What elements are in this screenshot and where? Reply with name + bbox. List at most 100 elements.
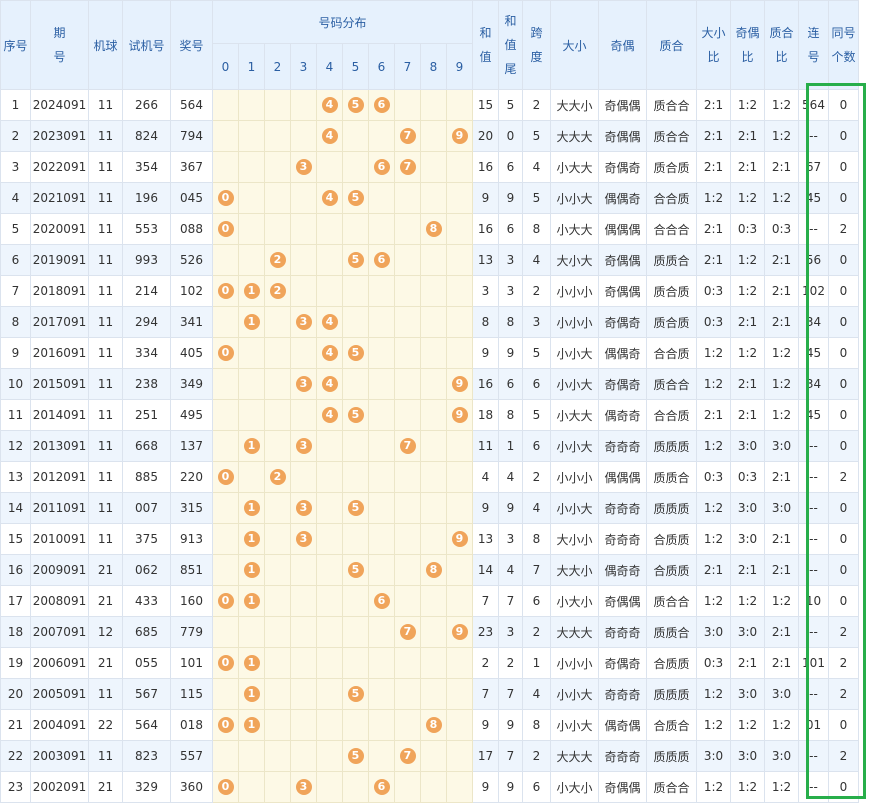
number-ball: 1 — [243, 314, 260, 330]
sum-cell: 13 — [472, 523, 499, 555]
prime-composite-cell: 质合合 — [646, 89, 697, 121]
table-row: 15 2010091 11 375 913 1 3 9 13 3 8 大小小 奇奇奇 合质质 1:2 3:0 2… — [0, 523, 859, 555]
odd-even-cell: 奇奇奇 — [598, 430, 647, 462]
distribution-cell-1: 1 — [238, 554, 265, 586]
odd-even-ratio-cell: 2:1 — [730, 368, 765, 400]
distribution-cell-3 — [290, 182, 317, 214]
period-cell: 2018091 — [30, 275, 89, 307]
span-cell: 8 — [522, 709, 551, 741]
distribution-cell-5: 5 — [342, 678, 369, 710]
span-cell: 6 — [522, 368, 551, 400]
prime-composite-ratio-cell: 0:3 — [764, 213, 799, 245]
distribution-cell-6 — [368, 430, 395, 462]
number-ball: 0 — [217, 345, 234, 361]
table-row: 6 2019091 11 993 526 2 5 6 13 3 4 大小大 奇偶偶 质质合 2:1 1:2 2:… — [0, 244, 859, 276]
distribution-cell-1: 1 — [238, 523, 265, 555]
digit-header-5: 5 — [342, 43, 369, 90]
big-small-cell: 小大小 — [550, 585, 599, 617]
test-number-cell: 294 — [122, 306, 171, 338]
period-cell: 2009091 — [30, 554, 89, 586]
distribution-cell-5 — [342, 709, 369, 741]
number-ball: 5 — [347, 97, 364, 113]
distribution-cell-8 — [420, 151, 447, 183]
distribution-cell-0 — [212, 492, 239, 524]
same-count-cell: 0 — [828, 771, 859, 803]
prime-composite-cell: 质质质 — [646, 678, 697, 710]
sum-tail-cell: 1 — [498, 430, 523, 462]
period-header[interactable]: 期 号 排序 — [30, 0, 89, 90]
distribution-cell-9 — [446, 244, 473, 276]
big-small-cell: 小小小 — [550, 275, 599, 307]
row-index: 5 — [0, 213, 31, 245]
number-ball: 1 — [243, 717, 260, 733]
distribution-cell-2 — [264, 523, 291, 555]
big-small-cell: 小小大 — [550, 430, 599, 462]
distribution-cell-2 — [264, 709, 291, 741]
distribution-cell-1 — [238, 368, 265, 400]
consecutive-cell: 45 — [798, 399, 829, 431]
span-cell: 4 — [522, 244, 551, 276]
span-cell: 2 — [522, 275, 551, 307]
prime-composite-cell: 合合质 — [646, 337, 697, 369]
table-row: 12 2013091 11 668 137 1 3 7 11 1 6 小小大 奇奇奇 质质质 1:2 3:0 3… — [0, 430, 859, 462]
prize-number-cell: 088 — [170, 213, 213, 245]
table-body: 1 2024091 11 266 564 4 5 6 15 5 2 大大小 奇偶偶 质合合 2:1 1:2 1:… — [0, 89, 859, 803]
row-index: 21 — [0, 709, 31, 741]
table-row: 14 2011091 11 007 315 1 3 5 9 9 4 小小大 奇奇奇 质质质 1:2 3:0 3:… — [0, 492, 859, 524]
distribution-cell-6: 6 — [368, 151, 395, 183]
odd-even-cell: 奇偶偶 — [598, 771, 647, 803]
distribution-cell-7 — [394, 554, 421, 586]
test-number-cell: 238 — [122, 368, 171, 400]
same-count-cell: 2 — [828, 740, 859, 772]
big-small-cell: 小小大 — [550, 709, 599, 741]
sum-tail-header-bottom: 尾 — [504, 62, 517, 76]
prime-composite-cell: 质合合 — [646, 368, 697, 400]
distribution-cell-7 — [394, 678, 421, 710]
sum-cell: 13 — [472, 244, 499, 276]
distribution-cell-7 — [394, 585, 421, 617]
number-ball: 5 — [347, 748, 364, 764]
distribution-cell-3: 3 — [290, 430, 317, 462]
distribution-cell-9 — [446, 678, 473, 710]
distribution-cell-5: 5 — [342, 244, 369, 276]
prize-number-cell: 564 — [170, 89, 213, 121]
consecutive-cell: 01 — [798, 709, 829, 741]
prize-number-cell: 101 — [170, 647, 213, 679]
machine-cell: 11 — [88, 492, 123, 524]
distribution-cell-4 — [316, 616, 343, 648]
span-cell: 6 — [522, 430, 551, 462]
row-index: 4 — [0, 182, 31, 214]
big-small-ratio-cell: 1:2 — [696, 492, 731, 524]
distribution-cell-6 — [368, 213, 395, 245]
distribution-cell-5: 5 — [342, 740, 369, 772]
distribution-cell-4 — [316, 430, 343, 462]
distribution-cell-8 — [420, 492, 447, 524]
sum-tail-cell: 7 — [498, 740, 523, 772]
prime-composite-ratio-cell: 1:2 — [764, 399, 799, 431]
sum-cell: 20 — [472, 120, 499, 152]
prize-number-cell: 779 — [170, 616, 213, 648]
distribution-cell-2 — [264, 306, 291, 338]
odd-even-ratio-cell: 1:2 — [730, 337, 765, 369]
distribution-cell-5: 5 — [342, 89, 369, 121]
odd-even-cell: 奇奇奇 — [598, 616, 647, 648]
big-small-ratio-cell: 1:2 — [696, 678, 731, 710]
distribution-cell-9 — [446, 182, 473, 214]
distribution-cell-5 — [342, 523, 369, 555]
digit-header-9: 9 — [446, 43, 473, 90]
distribution-cell-9: 9 — [446, 399, 473, 431]
same-count-cell: 0 — [828, 523, 859, 555]
prime-composite-ratio-header-top: 质合 — [769, 26, 794, 40]
distribution-cell-4: 4 — [316, 89, 343, 121]
table-row: 18 2007091 12 685 779 7 9 23 3 2 大大大 奇奇奇 质质合 3:0 3:0 2:… — [0, 616, 859, 648]
machine-cell: 11 — [88, 399, 123, 431]
distribution-cell-3 — [290, 554, 317, 586]
consecutive-cell: -- — [798, 523, 829, 555]
distribution-cell-0: 0 — [212, 647, 239, 679]
number-ball: 4 — [321, 128, 338, 144]
span-cell: 2 — [522, 89, 551, 121]
distribution-cell-8 — [420, 678, 447, 710]
odd-even-cell: 奇偶偶 — [598, 585, 647, 617]
distribution-cell-6 — [368, 399, 395, 431]
distribution-cell-0: 0 — [212, 213, 239, 245]
